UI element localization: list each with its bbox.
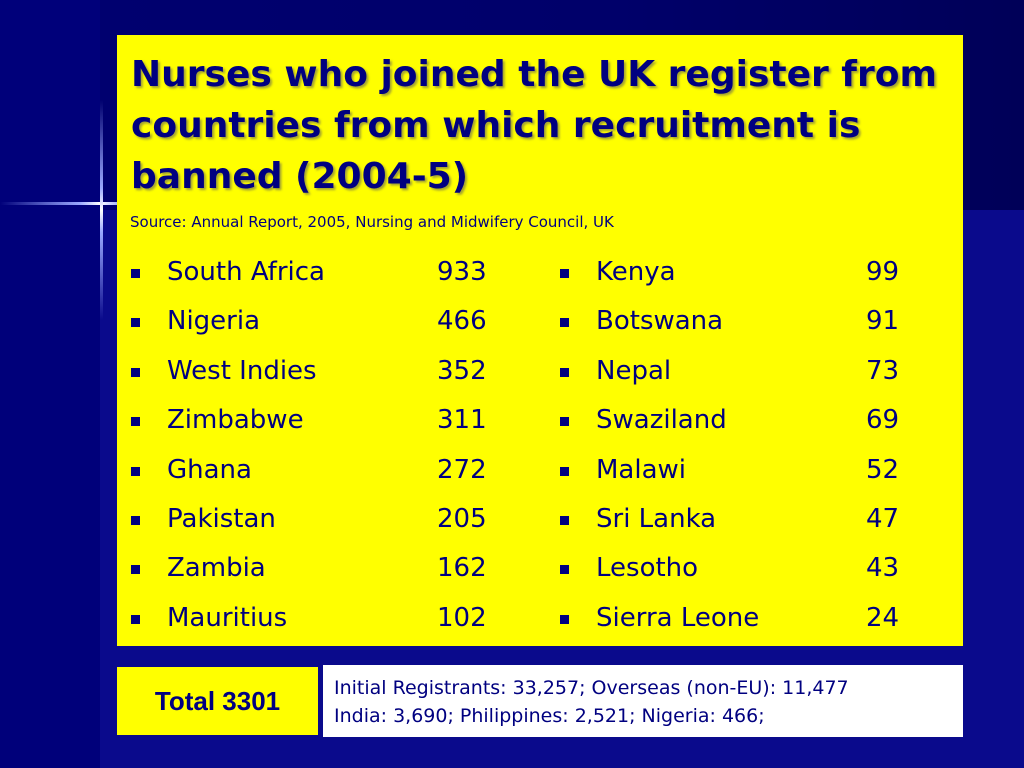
country-name: Ghana <box>167 454 252 485</box>
list-item: Zimbabwe 311 <box>131 403 491 452</box>
country-name: Swaziland <box>596 405 727 436</box>
square-bullet-icon <box>560 614 569 624</box>
nurse-count: 43 <box>866 553 900 584</box>
note-line-2: India: 3,690; Philippines: 2,521; Nigeri… <box>334 705 765 727</box>
list-item: Pakistan 205 <box>131 502 491 551</box>
country-name: Zimbabwe <box>167 405 304 436</box>
nurse-count: 352 <box>437 355 487 386</box>
list-item: Sri Lanka 47 <box>560 502 920 551</box>
country-name: Pakistan <box>167 503 276 534</box>
nurse-count: 69 <box>866 405 900 436</box>
country-list-left: South Africa 933 Nigeria 466 West Indies 35… <box>131 255 491 650</box>
square-bullet-icon <box>560 466 569 476</box>
total-box: Total 3301 <box>117 667 318 735</box>
country-name: Malawi <box>596 454 687 485</box>
note-line-1: Initial Registrants: 33,257; Overseas (n… <box>334 677 849 699</box>
nurse-count: 466 <box>437 306 487 337</box>
nurse-count: 162 <box>437 553 487 584</box>
square-bullet-icon <box>131 417 140 427</box>
square-bullet-icon <box>131 269 140 278</box>
list-item: South Africa 933 <box>131 255 491 304</box>
list-item: Botswana 91 <box>560 304 920 353</box>
square-bullet-icon <box>560 367 569 377</box>
nurse-count: 52 <box>866 454 900 485</box>
square-bullet-icon <box>560 318 569 328</box>
nurse-count: 933 <box>437 257 487 287</box>
nurse-count: 311 <box>437 405 487 436</box>
total-label: Total 3301 <box>154 685 281 716</box>
nurse-count: 272 <box>437 454 487 485</box>
list-item: Lesotho 43 <box>560 551 920 600</box>
square-bullet-icon <box>560 417 569 427</box>
background-band <box>0 0 100 768</box>
list-item: Zambia 162 <box>131 551 491 600</box>
registrants-note-box: Initial Registrants: 33,257; Overseas (n… <box>323 665 963 737</box>
square-bullet-icon <box>560 515 569 525</box>
square-bullet-icon <box>131 318 140 328</box>
nurse-count: 73 <box>866 355 900 386</box>
nurse-count: 24 <box>866 602 900 633</box>
country-name: West Indies <box>167 355 317 386</box>
country-name: Botswana <box>596 306 724 337</box>
nurse-count: 205 <box>437 503 487 534</box>
nurse-count: 102 <box>437 602 487 633</box>
country-name: Lesotho <box>596 553 699 584</box>
list-item: Nepal 73 <box>560 354 920 403</box>
source-citation: Source: Annual Report, 2005, Nursing and… <box>130 213 614 231</box>
country-name: Sri Lanka <box>596 503 717 534</box>
list-item: Kenya 99 <box>560 255 920 304</box>
list-item: Mauritius 102 <box>131 601 491 650</box>
slide-title: Nurses who joined the UK register from c… <box>131 54 937 197</box>
list-item: Sierra Leone 24 <box>560 601 920 650</box>
list-item: Ghana 272 <box>131 453 491 502</box>
square-bullet-icon <box>131 367 140 377</box>
nurse-count: 47 <box>866 503 900 534</box>
country-name: Sierra Leone <box>596 602 760 633</box>
square-bullet-icon <box>131 614 140 624</box>
square-bullet-icon <box>560 269 569 278</box>
country-name: Nigeria <box>167 306 261 337</box>
square-bullet-icon <box>131 515 140 525</box>
nurse-count: 99 <box>866 257 900 287</box>
content-panel: Nurses who joined the UK register from c… <box>117 35 963 646</box>
country-name: Mauritius <box>167 602 288 633</box>
country-name: Nepal <box>596 355 672 386</box>
country-list-right: Kenya 99 Botswana 91 Nepal 73 Swaziland 69 M… <box>560 255 920 650</box>
nurse-count: 91 <box>866 306 900 337</box>
light-flare-vertical <box>100 100 103 320</box>
country-name: Kenya <box>596 257 676 287</box>
square-bullet-icon <box>560 565 569 575</box>
square-bullet-icon <box>131 565 140 575</box>
square-bullet-icon <box>131 466 140 476</box>
list-item: Nigeria 466 <box>131 304 491 353</box>
country-name: South Africa <box>167 257 325 287</box>
list-item: West Indies 352 <box>131 354 491 403</box>
list-item: Malawi 52 <box>560 453 920 502</box>
list-item: Swaziland 69 <box>560 403 920 452</box>
country-name: Zambia <box>167 553 266 584</box>
